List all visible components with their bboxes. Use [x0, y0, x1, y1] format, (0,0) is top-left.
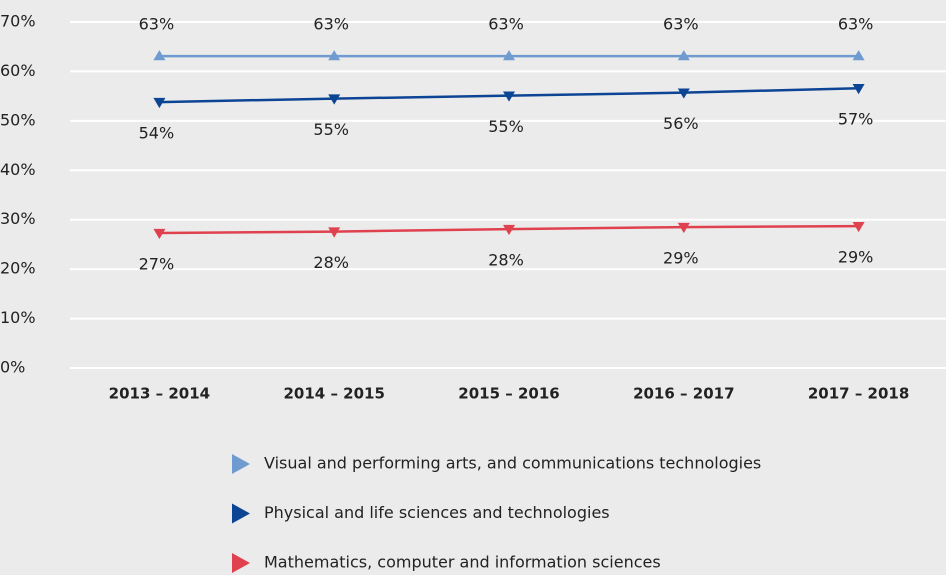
legend-marker [232, 454, 250, 474]
y-tick-label: 70% [0, 12, 36, 31]
data-label: 63% [139, 15, 175, 34]
marker [328, 227, 341, 238]
data-label: 56% [663, 114, 699, 133]
data-label: 63% [663, 15, 699, 34]
marker [503, 50, 515, 61]
marker [153, 228, 166, 240]
marker [328, 50, 341, 61]
marker [852, 50, 865, 61]
marker [503, 91, 515, 102]
legend-marker [232, 553, 250, 573]
y-tick-label: 0% [0, 358, 25, 377]
y-tick-label: 10% [0, 308, 36, 327]
data-label: 29% [838, 248, 874, 267]
x-tick-label: 2015 – 2016 [458, 385, 559, 403]
x-tick-label: 2016 – 2017 [633, 385, 734, 403]
data-label: 57% [838, 110, 874, 129]
y-tick-label: 20% [0, 259, 36, 278]
marker [677, 88, 690, 99]
marker [852, 221, 865, 233]
data-label: 27% [139, 255, 175, 274]
data-label: 28% [313, 253, 349, 272]
legend-label: Visual and performing arts, and communic… [264, 454, 761, 473]
data-label: 28% [488, 251, 524, 270]
marker [677, 222, 690, 234]
data-label: 63% [838, 15, 874, 34]
marker [677, 50, 690, 61]
x-tick-label: 2013 – 2014 [109, 385, 210, 403]
y-tick-label: 30% [0, 209, 36, 228]
legend-marker [232, 503, 250, 524]
data-label: 29% [663, 249, 699, 268]
x-tick-label: 2017 – 2018 [808, 385, 909, 403]
data-label: 55% [313, 120, 349, 139]
legend-label: Mathematics, computer and information sc… [264, 553, 661, 572]
marker [503, 224, 515, 236]
data-label: 63% [313, 15, 349, 34]
x-tick-label: 2014 – 2015 [283, 385, 384, 403]
y-tick-label: 50% [0, 110, 36, 129]
data-label: 54% [139, 124, 175, 143]
marker [153, 50, 166, 61]
marker [328, 94, 341, 105]
data-label: 63% [488, 15, 524, 34]
y-tick-label: 40% [0, 160, 36, 179]
y-tick-label: 60% [0, 61, 36, 80]
marker [153, 97, 166, 109]
marker [852, 84, 865, 95]
data-label: 55% [488, 117, 524, 136]
legend-label: Physical and life sciences and technolog… [264, 503, 610, 522]
